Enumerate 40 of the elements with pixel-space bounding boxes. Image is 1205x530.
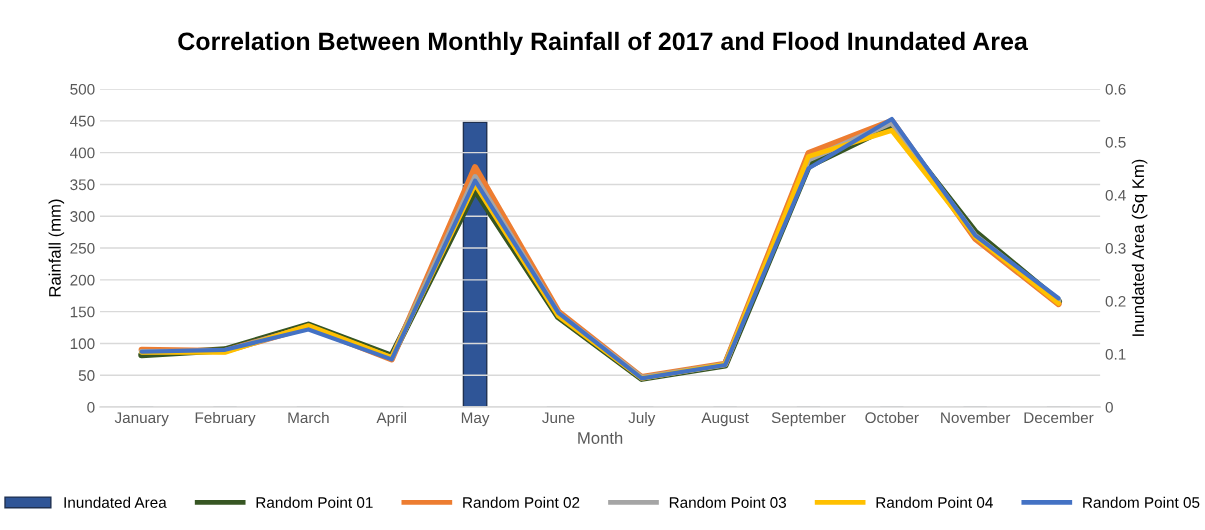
- y-tick-label: 300: [70, 211, 95, 222]
- y-tick-label: 50: [78, 370, 95, 381]
- x-tick-label: May: [461, 412, 490, 427]
- y2-axis-title: Inundated Area (Sq Km): [1131, 159, 1148, 336]
- y-tick-label: 200: [70, 274, 95, 286]
- x-tick-label: January: [114, 412, 169, 427]
- y2-tick-label: 0.3: [1105, 242, 1126, 254]
- x-axis-title: Month: [578, 431, 623, 444]
- y2-tick-label: 0.4: [1105, 189, 1126, 201]
- y2-tick-label: 0.6: [1105, 83, 1126, 95]
- legend-label: Random Point 03: [669, 496, 787, 508]
- y-tick-label: 150: [70, 306, 95, 318]
- x-tick-label: December: [1024, 411, 1094, 424]
- y-tick-label: 350: [70, 179, 95, 191]
- chart-title: Correlation Between Monthly Rainfall of 2017 and Flood Inundated Area: [178, 31, 1028, 56]
- x-tick-label: April: [376, 411, 406, 427]
- legend-label: Random Point 04: [876, 496, 993, 508]
- y-tick-label: 500: [70, 83, 95, 95]
- y2-tick-label: 0.1: [1105, 348, 1126, 360]
- legend-label: Inundated Area: [64, 496, 167, 508]
- legend-label: Random Point 01: [256, 496, 373, 508]
- x-tick-label: June: [542, 412, 575, 424]
- y-axis-title: Rainfall (mm): [48, 199, 65, 297]
- y-tick-label: 400: [70, 147, 95, 159]
- x-tick-label: August: [701, 412, 749, 427]
- y2-tick-label: 0.2: [1105, 295, 1126, 307]
- legend-label: Random Point 02: [463, 496, 580, 508]
- x-tick-label: July: [628, 411, 656, 427]
- x-tick-label: March: [288, 411, 329, 424]
- x-tick-label: October: [865, 411, 919, 424]
- y-tick-label: 100: [70, 338, 95, 350]
- x-tick-label: September: [771, 411, 846, 427]
- x-tick-label: November: [941, 411, 1011, 424]
- y-tick-label: 0: [87, 401, 95, 413]
- legend-label: Random Point 05: [1083, 496, 1200, 508]
- y-tick-label: 450: [70, 115, 95, 127]
- y-tick-label: 250: [70, 242, 95, 254]
- y2-tick-label: 0: [1105, 401, 1113, 413]
- y2-tick-label: 0.5: [1105, 136, 1126, 148]
- x-tick-label: February: [195, 411, 256, 427]
